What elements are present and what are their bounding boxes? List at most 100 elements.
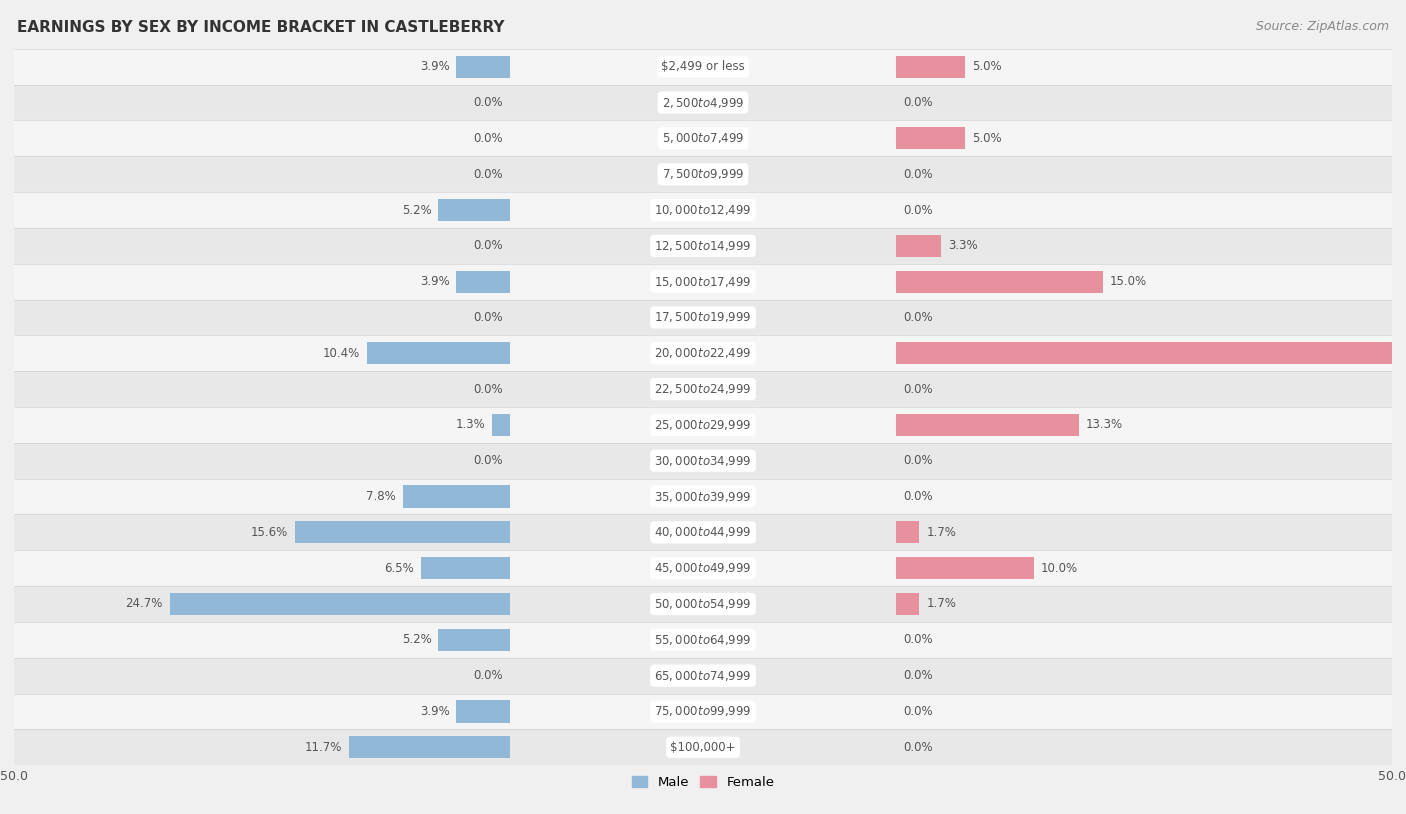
Text: 3.9%: 3.9% xyxy=(420,60,450,73)
Text: 10.4%: 10.4% xyxy=(322,347,360,360)
Bar xyxy=(14,514,1392,550)
Bar xyxy=(295,521,510,544)
Text: 0.0%: 0.0% xyxy=(903,383,932,396)
Text: 0.0%: 0.0% xyxy=(903,490,932,503)
Text: 5.2%: 5.2% xyxy=(402,204,432,217)
Text: $75,000 to $99,999: $75,000 to $99,999 xyxy=(654,704,752,719)
Text: $5,000 to $7,499: $5,000 to $7,499 xyxy=(662,131,744,146)
Text: 1.7%: 1.7% xyxy=(927,597,956,610)
Bar xyxy=(457,700,510,723)
Bar xyxy=(14,228,1392,264)
Bar xyxy=(439,199,510,221)
Text: 0.0%: 0.0% xyxy=(903,168,932,181)
Text: $20,000 to $22,499: $20,000 to $22,499 xyxy=(654,346,752,361)
Text: Source: ZipAtlas.com: Source: ZipAtlas.com xyxy=(1256,20,1389,33)
Text: 0.0%: 0.0% xyxy=(903,741,932,754)
Text: 0.0%: 0.0% xyxy=(474,96,503,109)
Bar xyxy=(492,414,510,436)
Text: 1.7%: 1.7% xyxy=(927,526,956,539)
Text: 0.0%: 0.0% xyxy=(474,132,503,145)
Text: 0.0%: 0.0% xyxy=(474,669,503,682)
Text: $55,000 to $64,999: $55,000 to $64,999 xyxy=(654,632,752,647)
Bar xyxy=(14,622,1392,658)
Text: $30,000 to $34,999: $30,000 to $34,999 xyxy=(654,453,752,468)
Text: $10,000 to $12,499: $10,000 to $12,499 xyxy=(654,203,752,217)
Bar xyxy=(14,729,1392,765)
Bar xyxy=(367,342,510,365)
Bar xyxy=(14,264,1392,300)
Legend: Male, Female: Male, Female xyxy=(626,770,780,794)
Text: $25,000 to $29,999: $25,000 to $29,999 xyxy=(654,418,752,432)
Bar xyxy=(896,342,1406,365)
Bar xyxy=(14,550,1392,586)
Bar xyxy=(402,485,510,508)
Text: 15.0%: 15.0% xyxy=(1109,275,1147,288)
Text: $12,500 to $14,999: $12,500 to $14,999 xyxy=(654,239,752,253)
Text: $100,000+: $100,000+ xyxy=(671,741,735,754)
Text: 0.0%: 0.0% xyxy=(903,705,932,718)
Text: 3.9%: 3.9% xyxy=(420,705,450,718)
Text: 0.0%: 0.0% xyxy=(474,168,503,181)
Bar xyxy=(420,557,510,580)
Text: 5.2%: 5.2% xyxy=(402,633,432,646)
Text: 0.0%: 0.0% xyxy=(903,633,932,646)
Text: 6.5%: 6.5% xyxy=(384,562,413,575)
Text: 0.0%: 0.0% xyxy=(903,204,932,217)
Text: 15.6%: 15.6% xyxy=(252,526,288,539)
Bar xyxy=(896,593,920,615)
Text: 13.3%: 13.3% xyxy=(1085,418,1123,431)
Bar xyxy=(896,234,942,257)
Text: 0.0%: 0.0% xyxy=(474,383,503,396)
Text: $22,500 to $24,999: $22,500 to $24,999 xyxy=(654,382,752,396)
Text: 5.0%: 5.0% xyxy=(972,132,1001,145)
Bar xyxy=(14,85,1392,120)
Text: $65,000 to $74,999: $65,000 to $74,999 xyxy=(654,668,752,683)
Bar xyxy=(14,156,1392,192)
Text: $50,000 to $54,999: $50,000 to $54,999 xyxy=(654,597,752,611)
Bar xyxy=(14,658,1392,694)
Text: 1.3%: 1.3% xyxy=(456,418,485,431)
Bar xyxy=(14,120,1392,156)
Text: 10.0%: 10.0% xyxy=(1040,562,1078,575)
Text: 0.0%: 0.0% xyxy=(474,239,503,252)
Text: 3.9%: 3.9% xyxy=(420,275,450,288)
Text: $7,500 to $9,999: $7,500 to $9,999 xyxy=(662,167,744,182)
Text: 0.0%: 0.0% xyxy=(474,311,503,324)
Text: $45,000 to $49,999: $45,000 to $49,999 xyxy=(654,561,752,575)
Bar xyxy=(14,371,1392,407)
Bar xyxy=(14,443,1392,479)
Bar xyxy=(14,49,1392,85)
Text: 0.0%: 0.0% xyxy=(903,96,932,109)
Bar xyxy=(349,736,510,759)
Text: 7.8%: 7.8% xyxy=(366,490,395,503)
Bar xyxy=(896,270,1102,293)
Bar xyxy=(896,127,965,150)
Text: 0.0%: 0.0% xyxy=(903,669,932,682)
Text: $2,499 or less: $2,499 or less xyxy=(661,60,745,73)
Text: $2,500 to $4,999: $2,500 to $4,999 xyxy=(662,95,744,110)
Text: 5.0%: 5.0% xyxy=(972,60,1001,73)
Text: $40,000 to $44,999: $40,000 to $44,999 xyxy=(654,525,752,540)
Text: 0.0%: 0.0% xyxy=(903,454,932,467)
Bar xyxy=(896,557,1033,580)
Bar xyxy=(896,55,965,78)
Text: 0.0%: 0.0% xyxy=(474,454,503,467)
Text: $35,000 to $39,999: $35,000 to $39,999 xyxy=(654,489,752,504)
Bar xyxy=(896,521,920,544)
Bar xyxy=(14,407,1392,443)
Text: EARNINGS BY SEX BY INCOME BRACKET IN CASTLEBERRY: EARNINGS BY SEX BY INCOME BRACKET IN CAS… xyxy=(17,20,505,35)
Bar xyxy=(896,414,1080,436)
Bar xyxy=(457,55,510,78)
Text: $17,500 to $19,999: $17,500 to $19,999 xyxy=(654,310,752,325)
Text: 3.3%: 3.3% xyxy=(948,239,979,252)
Text: 24.7%: 24.7% xyxy=(125,597,163,610)
Bar xyxy=(170,593,510,615)
Bar xyxy=(14,694,1392,729)
Bar xyxy=(14,300,1392,335)
Bar xyxy=(14,479,1392,514)
Text: $15,000 to $17,499: $15,000 to $17,499 xyxy=(654,274,752,289)
Bar xyxy=(457,270,510,293)
Bar xyxy=(14,586,1392,622)
Text: 11.7%: 11.7% xyxy=(305,741,342,754)
Bar xyxy=(14,192,1392,228)
